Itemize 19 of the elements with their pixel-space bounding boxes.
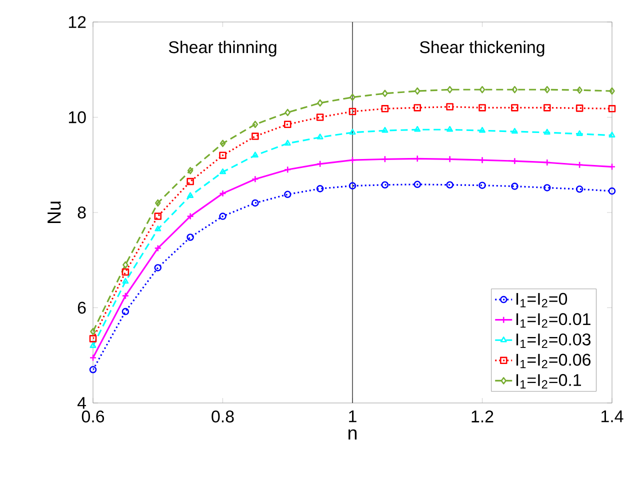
annotation: Shear thinning (168, 40, 276, 57)
legend-label: I$_{1}$=I$_{2}$=0.01 (516, 313, 590, 328)
legend-label: I$_{1}$=I$_{2}$=0.1 (516, 374, 582, 388)
y-tick-label: 8 (78, 206, 86, 218)
legend-label: I$_{1}$=I$_{2}$=0.03 (516, 333, 590, 348)
y-tick-label: 4 (77, 397, 86, 409)
legend-label: I$_{1}$=I$_{2}$=0.06 (516, 354, 590, 368)
x-axis-title: n (348, 429, 357, 440)
annotation: Shear thickening (420, 40, 544, 57)
y-tick-label: 12 (68, 16, 86, 28)
y-tick-label: 6 (78, 302, 86, 314)
y-axis-title: Nu (48, 202, 61, 224)
x-tick-label: 1.4 (602, 410, 624, 422)
x-tick-label: 1.2 (472, 410, 494, 422)
x-tick-label: 0.8 (212, 410, 234, 422)
x-tick-label: 0.6 (82, 410, 104, 422)
x-tick-label: 1 (349, 410, 356, 422)
legend-label: I$_{1}$=I$_{2}$=0 (516, 292, 568, 308)
y-tick-label: 10 (68, 111, 86, 124)
